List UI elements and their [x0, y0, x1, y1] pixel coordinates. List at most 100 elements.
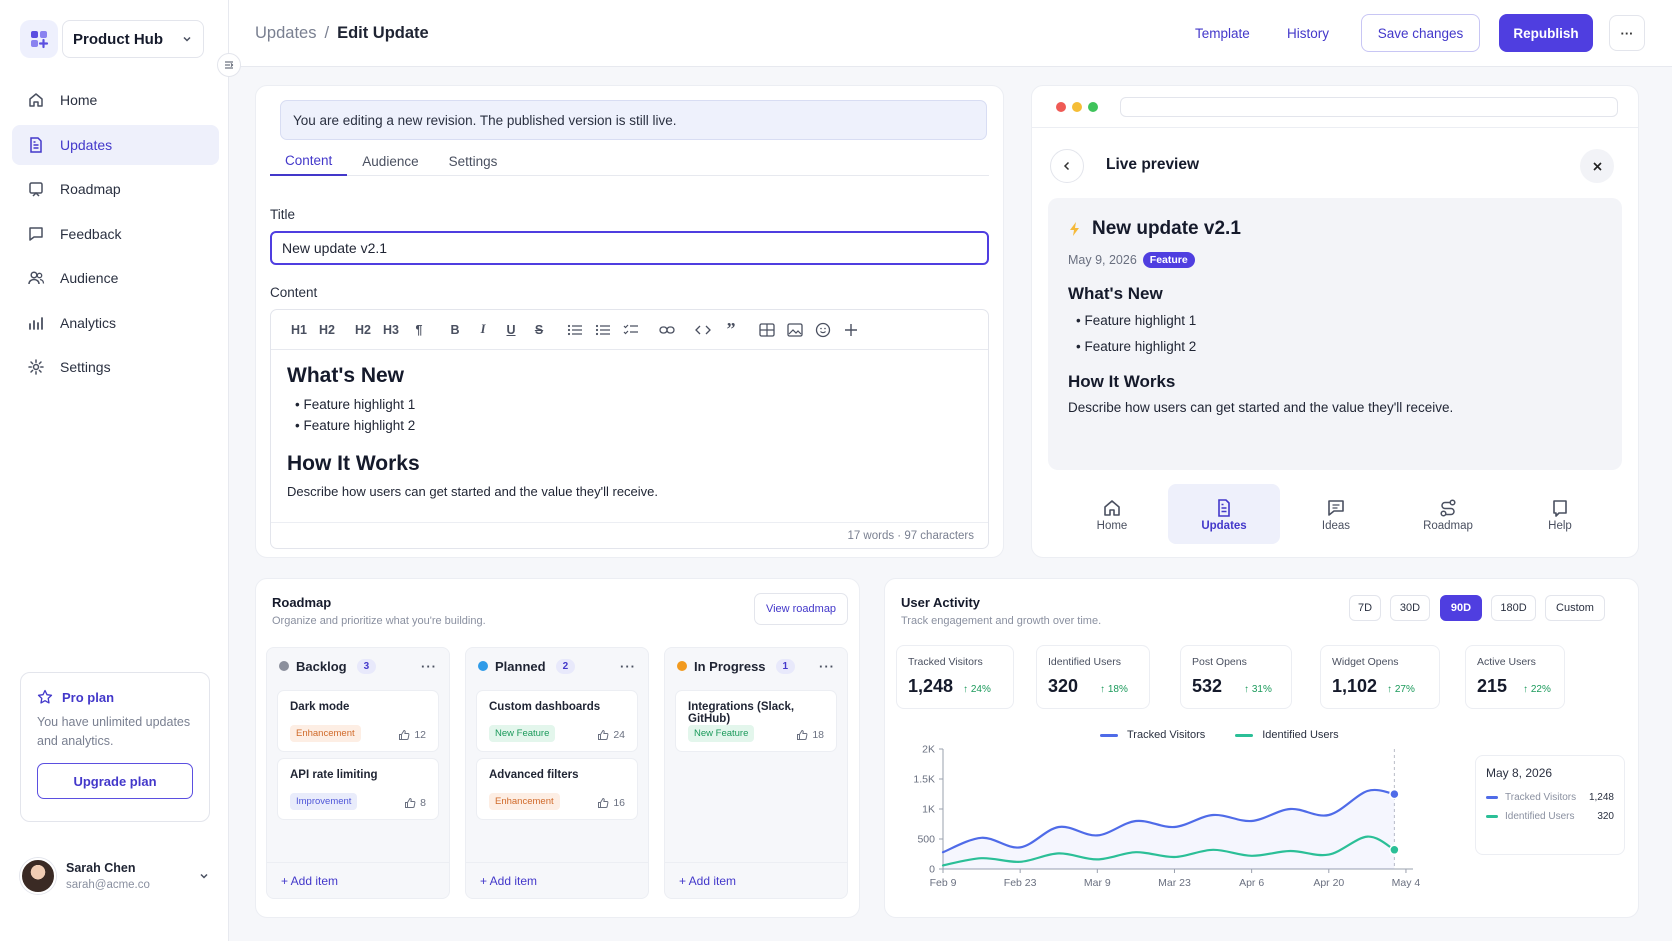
- legend-item: Identified Users: [1235, 729, 1339, 741]
- column-more-button[interactable]: ···: [620, 658, 636, 674]
- range-180d[interactable]: 180D: [1491, 595, 1536, 621]
- breadcrumb-parent[interactable]: Updates: [255, 23, 317, 42]
- nav-item-feedback[interactable]: Feedback: [12, 214, 219, 254]
- view-roadmap-button[interactable]: View roadmap: [754, 593, 848, 625]
- minimize-dot: [1072, 101, 1082, 112]
- content-bullet: • Feature highlight 2: [295, 418, 416, 433]
- post-title-row: New update v2.1: [1068, 218, 1602, 240]
- heading1-button[interactable]: H1: [291, 322, 307, 337]
- link-icon[interactable]: [653, 317, 681, 343]
- numbered-list-icon[interactable]: [589, 317, 617, 343]
- code-icon[interactable]: [689, 317, 717, 343]
- nav-item-roadmap[interactable]: Roadmap: [12, 169, 219, 209]
- workspace-switcher[interactable]: Product Hub: [20, 18, 204, 60]
- paragraph-icon[interactable]: ¶: [415, 322, 423, 337]
- title-input[interactable]: [270, 231, 989, 265]
- collapse-sidebar-button[interactable]: [217, 53, 241, 77]
- item-title: Dark mode: [290, 701, 350, 713]
- pro-plan-title: Pro plan: [62, 689, 115, 705]
- roadmap-item[interactable]: Custom dashboards New Feature 24: [476, 690, 638, 752]
- sidebar: Product Hub Home Updates Roadmap Feedbac…: [0, 0, 229, 941]
- more-options-button[interactable]: ···: [1609, 15, 1645, 51]
- upgrade-plan-button[interactable]: Upgrade plan: [37, 763, 193, 799]
- emoji-icon[interactable]: [809, 317, 837, 343]
- stat-value: 215: [1477, 676, 1508, 696]
- roadmap-item[interactable]: Integrations (Slack, GitHub) New Feature…: [675, 690, 837, 752]
- bold-icon[interactable]: B: [450, 322, 460, 337]
- roadmap-item[interactable]: Advanced filters Enhancement 16: [476, 758, 638, 820]
- maximize-dot: [1088, 101, 1098, 112]
- republish-button[interactable]: Republish: [1499, 14, 1593, 52]
- preview-bottom-nav: Home Updates Ideas Roadmap Help: [1056, 484, 1616, 544]
- plus-icon[interactable]: [837, 317, 865, 343]
- item-title: API rate limiting: [290, 769, 378, 781]
- italic-icon[interactable]: I: [480, 322, 486, 336]
- tab-content[interactable]: Content: [270, 146, 348, 176]
- range-30d[interactable]: 30D: [1390, 595, 1430, 621]
- column-more-button[interactable]: ···: [819, 658, 835, 674]
- column-name: Planned: [495, 658, 546, 674]
- save-changes-button[interactable]: Save changes: [1361, 14, 1480, 52]
- quote-icon[interactable]: ”: [726, 319, 736, 339]
- nav-item-audience[interactable]: Audience: [12, 258, 219, 298]
- heading2-button[interactable]: H2: [355, 322, 371, 337]
- heading3-button[interactable]: H3: [383, 322, 399, 337]
- stat-value: 320: [1048, 676, 1079, 696]
- table-icon[interactable]: [753, 317, 781, 343]
- add-item-button[interactable]: + Add item: [665, 862, 847, 898]
- tooltip-row: Tracked Visitors 1,248: [1486, 792, 1614, 803]
- preview-title: Live preview: [1106, 156, 1200, 173]
- add-item-button[interactable]: + Add item: [466, 862, 648, 898]
- checklist-icon[interactable]: [617, 317, 645, 343]
- roadmap-item[interactable]: API rate limiting Improvement 8: [277, 758, 439, 820]
- image-icon[interactable]: [781, 317, 809, 343]
- editor-body[interactable]: What's New • Feature highlight 1 • Featu…: [271, 350, 988, 516]
- history-link[interactable]: History: [1287, 25, 1330, 41]
- heading2-button[interactable]: H2: [319, 322, 335, 337]
- preview-nav-updates[interactable]: Updates: [1168, 484, 1280, 544]
- nav-label: Settings: [60, 359, 111, 375]
- stat-value: 1,248: [908, 676, 954, 696]
- rich-text-editor: H1 H2 H2 H3 ¶ B I U S ” W: [270, 309, 989, 549]
- nav-item-analytics[interactable]: Analytics: [12, 303, 219, 343]
- user-menu[interactable]: Sarah Chen sarah@acme.co: [20, 858, 210, 894]
- nav-item-home[interactable]: Home: [12, 80, 219, 120]
- back-button[interactable]: [1050, 149, 1084, 183]
- range-90d[interactable]: 90D: [1440, 595, 1482, 621]
- preview-nav-label: Roadmap: [1423, 520, 1473, 532]
- preview-nav-ideas[interactable]: Ideas: [1280, 484, 1392, 544]
- nav-item-updates[interactable]: Updates: [12, 124, 219, 165]
- bullet-list-icon[interactable]: [561, 317, 589, 343]
- status-dot: [279, 661, 289, 671]
- tab-settings[interactable]: Settings: [448, 153, 498, 169]
- preview-nav-label: Updates: [1201, 520, 1247, 532]
- tab-audience[interactable]: Audience: [362, 153, 419, 169]
- preview-nav-roadmap[interactable]: Roadmap: [1392, 484, 1504, 544]
- roadmap-column-backlog: Backlog 3 ··· Dark mode Enhancement 12 A…: [266, 647, 450, 899]
- preview-nav-home[interactable]: Home: [1056, 484, 1168, 544]
- column-header: Planned 2 ···: [466, 648, 648, 684]
- item-tag: Enhancement: [290, 725, 361, 742]
- preview-nav-help[interactable]: Help: [1504, 484, 1616, 544]
- editor-toolbar: H1 H2 H2 H3 ¶ B I U S ”: [271, 310, 988, 350]
- close-preview-button[interactable]: [1580, 149, 1614, 183]
- template-link[interactable]: Template: [1195, 25, 1250, 41]
- add-item-button[interactable]: + Add item: [267, 862, 449, 898]
- user-activity-card: User Activity Track engagement and growt…: [884, 578, 1639, 918]
- roadmap-item[interactable]: Dark mode Enhancement 12: [277, 690, 439, 752]
- item-tag: New Feature: [489, 725, 556, 742]
- item-votes: 18: [796, 729, 824, 741]
- y-tick-label: 0: [929, 864, 935, 876]
- range-custom[interactable]: Custom: [1545, 595, 1605, 621]
- strikethrough-icon[interactable]: S: [534, 322, 544, 337]
- content-bullet: • Feature highlight 1: [295, 397, 416, 412]
- range-7d[interactable]: 7D: [1349, 595, 1381, 621]
- roadmap-column-planned: Planned 2 ··· Custom dashboards New Feat…: [465, 647, 649, 899]
- column-more-button[interactable]: ···: [421, 658, 437, 674]
- breadcrumb-separator: /: [324, 23, 330, 42]
- feature-badge: Feature: [1142, 252, 1195, 268]
- underline-icon[interactable]: U: [506, 322, 516, 337]
- nav-item-settings[interactable]: Settings: [12, 347, 219, 387]
- item-title: Integrations (Slack, GitHub): [688, 701, 795, 725]
- document-icon: [1214, 496, 1234, 520]
